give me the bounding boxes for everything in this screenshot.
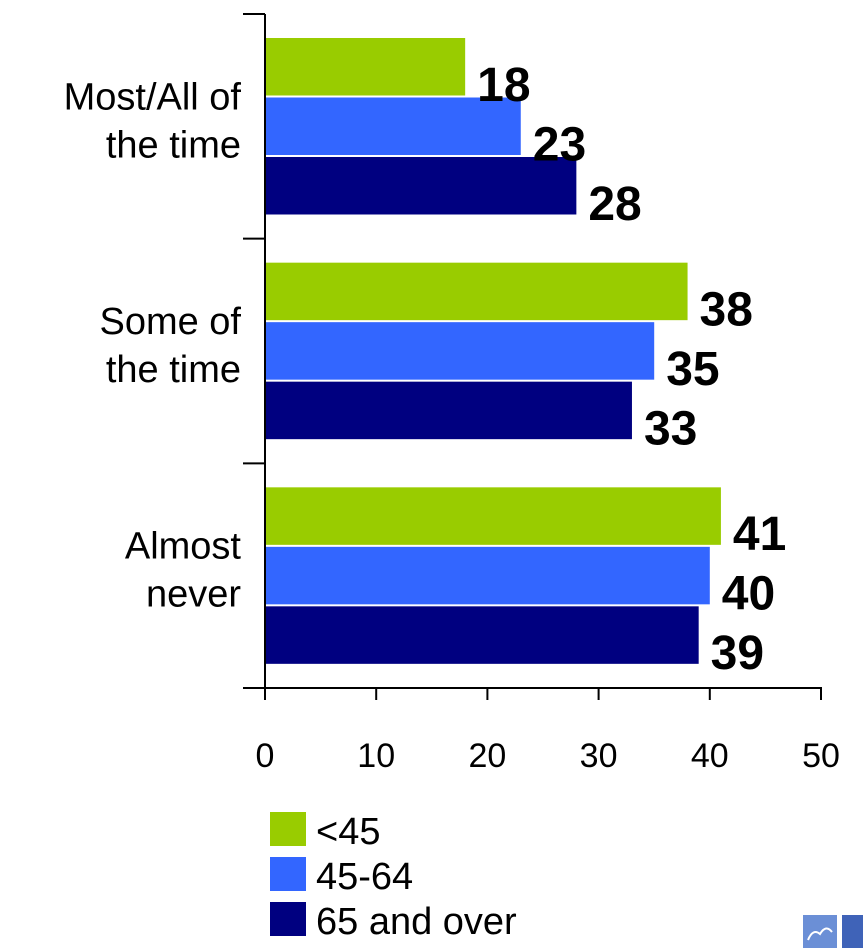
legend-swatch [270, 857, 306, 891]
data-label: 38 [700, 283, 753, 336]
bar [265, 606, 699, 664]
bar [265, 381, 632, 440]
category-label: never [146, 574, 241, 616]
x-tick-label: 50 [802, 737, 840, 775]
x-tick-label: 0 [256, 737, 275, 775]
category-label: Almost [125, 526, 242, 568]
corner-logo-icon [803, 915, 863, 948]
data-label: 40 [722, 568, 775, 621]
legend-swatch [270, 902, 306, 936]
bar [265, 546, 710, 605]
bar [265, 97, 521, 155]
bar [265, 157, 577, 215]
data-label: 18 [477, 59, 530, 112]
bars-group [265, 38, 721, 664]
category-label: the time [106, 124, 241, 166]
bar [265, 487, 721, 545]
legend-label: 65 and over [316, 901, 517, 943]
legend-swatch [270, 812, 306, 846]
data-label: 41 [733, 508, 786, 561]
data-label: 39 [711, 627, 764, 680]
category-label: Some of [99, 301, 241, 343]
bar [265, 322, 655, 380]
legend-label: 45-64 [316, 856, 413, 898]
x-tick-label: 10 [357, 737, 395, 775]
x-tick-label: 30 [580, 737, 618, 775]
category-label: the time [106, 349, 241, 391]
x-tick-label: 40 [691, 737, 729, 775]
data-label: 23 [533, 118, 586, 171]
data-label: 35 [666, 343, 719, 396]
axes-group [243, 13, 822, 700]
data-label: 28 [588, 178, 641, 231]
bar [265, 38, 466, 96]
data-label: 33 [644, 402, 697, 455]
x-tick-label: 20 [468, 737, 506, 775]
bar [265, 262, 688, 321]
category-label: Most/All of [64, 76, 242, 118]
legend-label: <45 [316, 811, 380, 853]
